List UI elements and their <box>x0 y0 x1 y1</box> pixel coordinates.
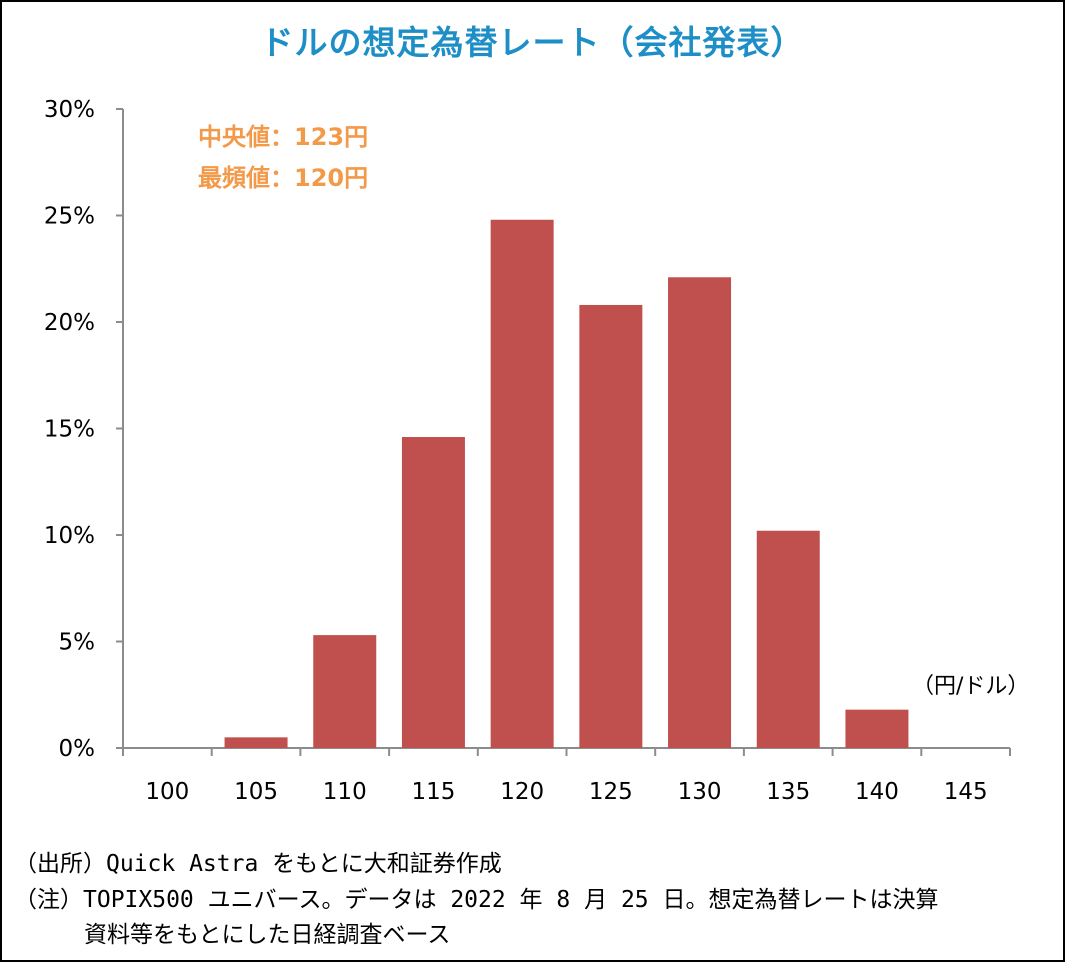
unit-label: （円/ドル） <box>912 674 1030 699</box>
x-tick-label: 105 <box>234 779 278 805</box>
y-tick-label: 25% <box>44 204 95 230</box>
x-tick-label: 135 <box>766 779 810 805</box>
bar-115 <box>401 437 465 748</box>
x-tick-label: 115 <box>411 779 455 805</box>
source-note: （出所）Quick Astra をもとに大和証券作成 <box>14 851 502 877</box>
bar-140 <box>845 709 909 748</box>
y-tick-label: 15% <box>44 417 95 443</box>
mode-annotation: 最頻値：120円 <box>198 164 369 192</box>
x-tick-label: 125 <box>589 779 633 805</box>
bar-120 <box>490 219 554 748</box>
footnote-line-2: 資料等をもとにした日経調査ベース <box>84 922 451 948</box>
chart-title: ドルの想定為替レート（会社発表） <box>260 23 805 62</box>
y-tick-label: 0% <box>59 736 96 762</box>
y-tick-label: 5% <box>59 630 96 656</box>
y-tick-label: 20% <box>44 310 95 336</box>
x-tick-label: 140 <box>855 779 899 805</box>
x-tick-label: 120 <box>500 779 544 805</box>
bars <box>224 219 909 748</box>
x-tick-label: 145 <box>944 779 988 805</box>
bar-105 <box>224 737 288 748</box>
bar-135 <box>756 530 820 748</box>
x-tick-label: 110 <box>323 779 367 805</box>
bar-125 <box>579 304 643 748</box>
bar-110 <box>313 635 377 748</box>
y-tick-label: 30% <box>44 97 95 123</box>
x-tick-label: 100 <box>145 779 189 805</box>
tick-labels: 0% 5% 10% 15% 20% 25% 30% 100 105 110 115 120 125 130… <box>44 97 988 805</box>
axes <box>116 108 1011 756</box>
x-tick-label: 130 <box>678 779 722 805</box>
median-annotation: 中央値：123円 <box>198 123 369 151</box>
bar-130 <box>668 277 732 748</box>
y-tick-label: 10% <box>44 523 95 549</box>
footnote-line-1: （注）TOPIX500 ユニバース。データは 2022 年 8 月 25 日。想… <box>14 887 939 913</box>
